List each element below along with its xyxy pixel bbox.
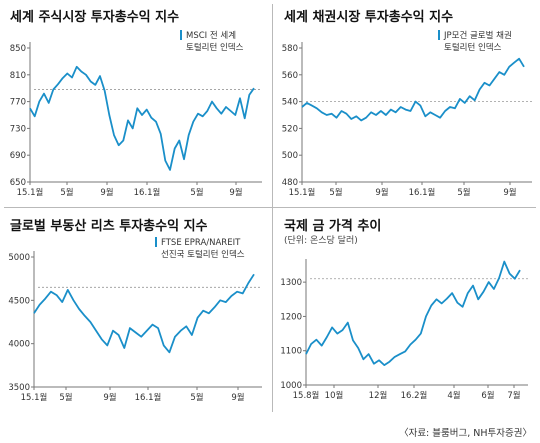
- y-tick-label: 770: [10, 98, 26, 108]
- legend-label-1: MSCI 전 세계: [186, 31, 237, 41]
- legend-label-1: FTSE EPRA/NAREIT: [161, 238, 241, 248]
- x-tick-label: 7월: [507, 390, 520, 401]
- legend-label-1: JP모건 글로벌 채권: [444, 31, 512, 41]
- y-tick-label: 560: [282, 71, 298, 81]
- x-tick-label: 15.8월: [293, 390, 320, 401]
- legend-label-2: 토털리턴 인덱스: [186, 43, 244, 53]
- y-tick-label: 1200: [280, 312, 302, 322]
- x-tick-label: 9월: [503, 187, 516, 198]
- legend: MSCI 전 세계 토털리턴 인덱스: [180, 30, 243, 54]
- series-line: [33, 273, 255, 354]
- y-tick-label: 810: [10, 71, 26, 81]
- x-tick-label: 12월: [369, 390, 388, 401]
- legend-label-2: 토털리턴 인덱스: [444, 43, 502, 53]
- x-tick-label: 16.1월: [409, 187, 436, 198]
- divider-horizontal: [4, 207, 536, 208]
- x-tick-label: 9월: [231, 392, 244, 403]
- x-tick-label: 15.1월: [17, 187, 44, 198]
- chart-title: 세계 주식시장 투자총수익 지수: [10, 10, 180, 25]
- y-tick-label: 1300: [280, 278, 302, 288]
- y-tick-label: 500: [282, 151, 298, 161]
- y-tick-label: 4000: [8, 340, 30, 350]
- series-line: [305, 260, 521, 367]
- y-tick-label: 4500: [8, 296, 30, 306]
- chart-panel-reits: 글로벌 부동산 리츠 투자총수익 지수 FTSE EPRA/NAREIT 선진국…: [0, 209, 270, 414]
- divider-vertical: [272, 4, 273, 412]
- chart-panel-gold: 국제 금 가격 추이 (단위: 온스당 달러) 1300 1200 1100 1000…: [274, 209, 540, 414]
- x-tick-label: 5월: [60, 187, 73, 198]
- y-tick-label: 540: [282, 98, 298, 108]
- legend-swatch: [180, 30, 182, 40]
- series-line: [301, 57, 525, 122]
- x-tick-label: 6월: [481, 390, 494, 401]
- x-tick-label: 5월: [190, 392, 203, 403]
- y-tick-label: 520: [282, 124, 298, 134]
- chart-title: 국제 금 가격 추이: [284, 219, 382, 234]
- chart-subtitle: (단위: 온스당 달러): [284, 236, 358, 246]
- x-tick-label: 5월: [457, 187, 470, 198]
- y-tick-label: 5000: [8, 253, 30, 263]
- x-tick-label: 16.2월: [401, 390, 428, 401]
- x-tick-label: 5월: [190, 187, 203, 198]
- legend: FTSE EPRA/NAREIT 선진국 토털리턴 인덱스: [155, 237, 245, 261]
- y-tick-label: 480: [282, 178, 298, 188]
- y-tick-label: 850: [10, 44, 26, 54]
- legend-label-2: 선진국 토털리턴 인덱스: [161, 250, 245, 260]
- source-note: 〈자료: 블룸버그, NH투자증권〉: [399, 428, 532, 439]
- legend-swatch: [155, 237, 157, 247]
- x-tick-label: 9월: [375, 187, 388, 198]
- chart-title: 세계 채권시장 투자총수익 지수: [284, 10, 454, 25]
- legend: JP모건 글로벌 채권 토털리턴 인덱스: [438, 30, 512, 54]
- x-tick-label: 5월: [329, 187, 342, 198]
- chart-panel-stock: 세계 주식시장 투자총수익 지수 MSCI 전 세계 토털리턴 인덱스 850 8…: [0, 0, 270, 205]
- y-tick-label: 1000: [280, 381, 302, 391]
- y-tick-label: 580: [282, 44, 298, 54]
- y-tick-label: 3500: [8, 383, 30, 393]
- y-tick-label: 650: [10, 178, 26, 188]
- x-tick-label: 16.1월: [135, 392, 162, 403]
- chart-title: 글로벌 부동산 리츠 투자총수익 지수: [10, 219, 208, 234]
- chart-panel-bond: 세계 채권시장 투자총수익 지수 JP모건 글로벌 채권 토털리턴 인덱스 58…: [274, 0, 540, 205]
- x-tick-label: 9월: [229, 187, 242, 198]
- y-tick-label: 730: [10, 124, 26, 134]
- x-tick-label: 16.1월: [134, 187, 161, 198]
- x-tick-label: 15.1월: [289, 187, 316, 198]
- series-line: [29, 65, 255, 171]
- x-tick-label: 4월: [447, 390, 460, 401]
- x-tick-label: 10월: [325, 390, 344, 401]
- x-tick-label: 9월: [103, 392, 116, 403]
- x-tick-label: 15.1월: [21, 392, 48, 403]
- legend-swatch: [438, 30, 440, 40]
- y-tick-label: 1100: [280, 347, 302, 357]
- x-tick-label: 9월: [100, 187, 113, 198]
- y-tick-label: 690: [10, 151, 26, 161]
- x-tick-label: 5월: [59, 392, 72, 403]
